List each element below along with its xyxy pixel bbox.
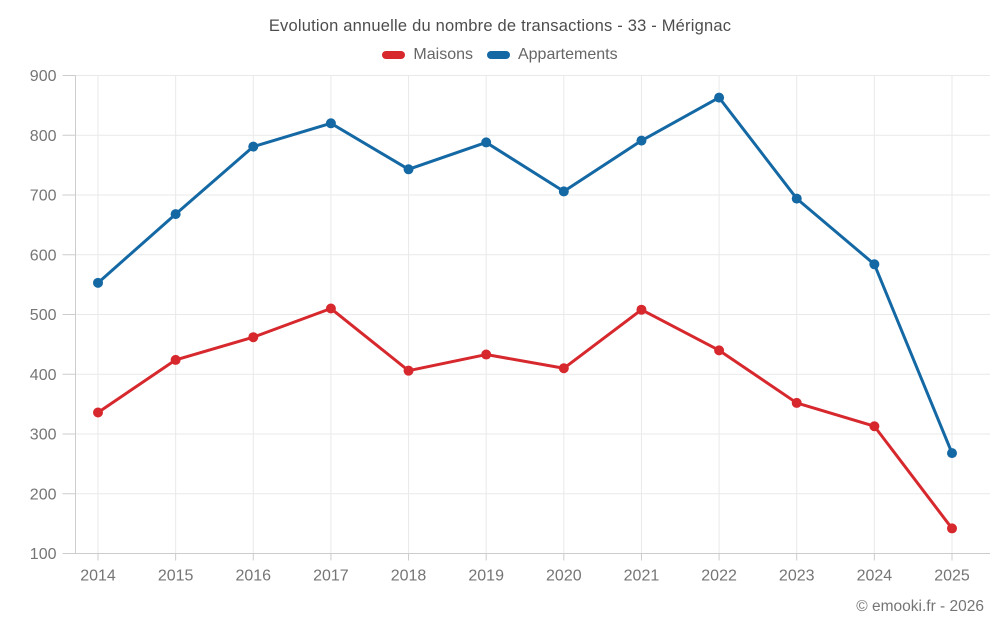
data-point-appartements-2017[interactable]: [325, 118, 336, 129]
data-point-maisons-2018[interactable]: [403, 365, 414, 376]
maisons-color-swatch: [382, 51, 406, 59]
data-point-maisons-2022[interactable]: [714, 345, 725, 356]
data-point-appartements-2024[interactable]: [869, 259, 880, 270]
y-tick-label: 600: [30, 247, 57, 264]
x-tick-label: 2017: [313, 568, 349, 585]
x-tick-label: 2019: [468, 568, 504, 585]
data-point-maisons-2025[interactable]: [947, 523, 957, 534]
data-point-appartements-2018[interactable]: [403, 164, 414, 175]
y-tick-label: 200: [30, 486, 57, 503]
x-tick-label: 2020: [546, 568, 582, 585]
y-tick-label: 300: [30, 427, 57, 444]
appartements-color-swatch: [486, 51, 510, 59]
y-tick-label: 700: [30, 188, 57, 205]
y-tick-label: 500: [30, 307, 57, 324]
x-tick-label: 2025: [934, 568, 970, 585]
data-point-maisons-2024[interactable]: [869, 421, 880, 432]
data-point-maisons-2020[interactable]: [558, 363, 569, 374]
data-point-appartements-2019[interactable]: [481, 137, 492, 148]
data-point-appartements-2021[interactable]: [636, 135, 647, 146]
x-tick-label: 2018: [391, 568, 427, 585]
data-point-appartements-2022[interactable]: [714, 92, 725, 103]
y-tick-label: 900: [30, 68, 57, 85]
x-tick-label: 2023: [779, 568, 815, 585]
x-tick-label: 2015: [158, 568, 194, 585]
data-point-appartements-2015[interactable]: [170, 209, 181, 220]
x-tick-label: 2022: [701, 568, 737, 585]
data-point-maisons-2019[interactable]: [481, 349, 492, 360]
data-point-maisons-2023[interactable]: [791, 397, 802, 408]
x-tick-label: 2016: [235, 568, 271, 585]
chart-title: Evolution annuelle du nombre de transact…: [268, 17, 732, 35]
data-point-maisons-2015[interactable]: [170, 354, 181, 365]
data-point-maisons-2014[interactable]: [93, 407, 103, 418]
data-point-appartements-2014[interactable]: [93, 277, 103, 288]
maisons-line: [96, 307, 954, 530]
legend-label-appartements: Appartements: [517, 46, 618, 63]
data-point-appartements-2020[interactable]: [558, 186, 569, 197]
x-tick-label: 2021: [624, 568, 660, 585]
x-tick-label: 2024: [857, 568, 893, 585]
copyright-credit: © emooki.fr - 2026: [856, 598, 984, 615]
data-point-maisons-2021[interactable]: [636, 304, 647, 315]
appartements-line: [96, 96, 954, 455]
legend-item-appartements[interactable]: Appartements: [486, 46, 618, 64]
data-point-maisons-2016[interactable]: [248, 332, 259, 343]
data-point-appartements-2023[interactable]: [791, 193, 802, 204]
legend-item-maisons[interactable]: Maisons: [382, 46, 473, 64]
y-tick-label: 800: [30, 128, 57, 145]
data-point-maisons-2017[interactable]: [325, 303, 336, 314]
data-point-appartements-2025[interactable]: [947, 448, 957, 459]
y-tick-label: 100: [30, 546, 57, 563]
x-tick-label: 2014: [80, 568, 116, 585]
legend-label-maisons: Maisons: [413, 46, 473, 63]
data-point-appartements-2016[interactable]: [248, 141, 259, 152]
chart-legend: Maisons Appartements: [0, 46, 1000, 64]
y-tick-label: 400: [30, 367, 57, 384]
